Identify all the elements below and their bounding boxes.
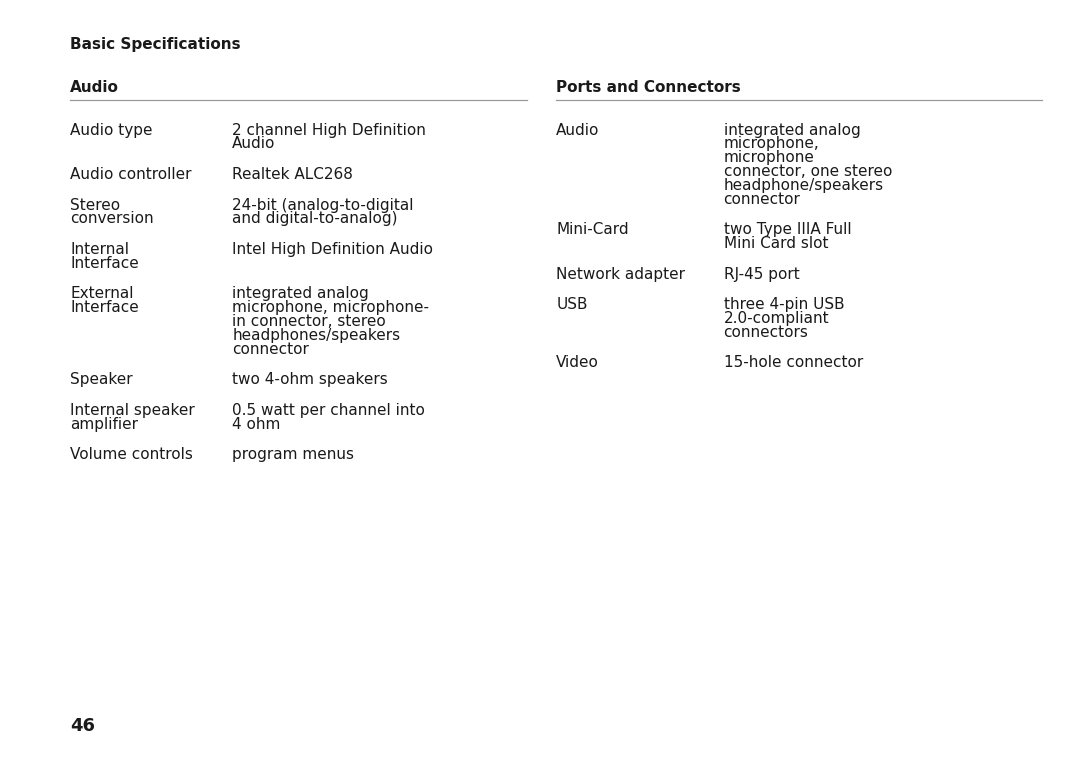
Text: Mini-Card: Mini-Card [556, 222, 629, 237]
Text: program menus: program menus [232, 447, 354, 463]
Text: headphones/speakers: headphones/speakers [232, 328, 401, 343]
Text: Video: Video [556, 355, 599, 371]
Text: three 4-pin USB: three 4-pin USB [724, 297, 845, 313]
Text: two Type IIIA Full: two Type IIIA Full [724, 222, 851, 237]
Text: connectors: connectors [724, 325, 809, 340]
Text: Mini Card slot: Mini Card slot [724, 236, 828, 251]
Text: connector: connector [724, 192, 800, 207]
Text: two 4-ohm speakers: two 4-ohm speakers [232, 372, 388, 388]
Text: Realtek ALC268: Realtek ALC268 [232, 167, 353, 182]
Text: connector, one stereo: connector, one stereo [724, 164, 892, 179]
Text: 15-hole connector: 15-hole connector [724, 355, 863, 371]
Text: Audio: Audio [70, 80, 119, 96]
Text: in connector, stereo: in connector, stereo [232, 314, 386, 329]
Text: RJ-45 port: RJ-45 port [724, 267, 799, 282]
Text: Ports and Connectors: Ports and Connectors [556, 80, 741, 96]
Text: Audio: Audio [232, 136, 275, 152]
Text: Volume controls: Volume controls [70, 447, 193, 463]
Text: 2.0-compliant: 2.0-compliant [724, 311, 829, 326]
Text: microphone: microphone [724, 150, 814, 165]
Text: Audio type: Audio type [70, 123, 152, 138]
Text: 24-bit (analog-to-digital: 24-bit (analog-to-digital [232, 198, 414, 213]
Text: Internal: Internal [70, 242, 130, 257]
Text: and digital-to-analog): and digital-to-analog) [232, 211, 397, 227]
Text: Stereo: Stereo [70, 198, 120, 213]
Text: Network adapter: Network adapter [556, 267, 685, 282]
Text: Audio: Audio [556, 123, 599, 138]
Text: microphone, microphone-: microphone, microphone- [232, 300, 429, 316]
Text: conversion: conversion [70, 211, 153, 227]
Text: amplifier: amplifier [70, 417, 138, 432]
Text: External: External [70, 286, 134, 302]
Text: Audio controller: Audio controller [70, 167, 192, 182]
Text: Basic Specifications: Basic Specifications [70, 37, 241, 52]
Text: USB: USB [556, 297, 588, 313]
Text: Intel High Definition Audio: Intel High Definition Audio [232, 242, 433, 257]
Text: Speaker: Speaker [70, 372, 133, 388]
Text: headphone/speakers: headphone/speakers [724, 178, 883, 193]
Text: Internal speaker: Internal speaker [70, 403, 195, 418]
Text: integrated analog: integrated analog [232, 286, 369, 302]
Text: 4 ohm: 4 ohm [232, 417, 281, 432]
Text: Interface: Interface [70, 256, 139, 271]
Text: 46: 46 [70, 718, 95, 735]
Text: 0.5 watt per channel into: 0.5 watt per channel into [232, 403, 426, 418]
Text: microphone,: microphone, [724, 136, 820, 152]
Text: integrated analog: integrated analog [724, 123, 861, 138]
Text: Interface: Interface [70, 300, 139, 316]
Text: connector: connector [232, 342, 309, 357]
Text: 2 channel High Definition: 2 channel High Definition [232, 123, 427, 138]
